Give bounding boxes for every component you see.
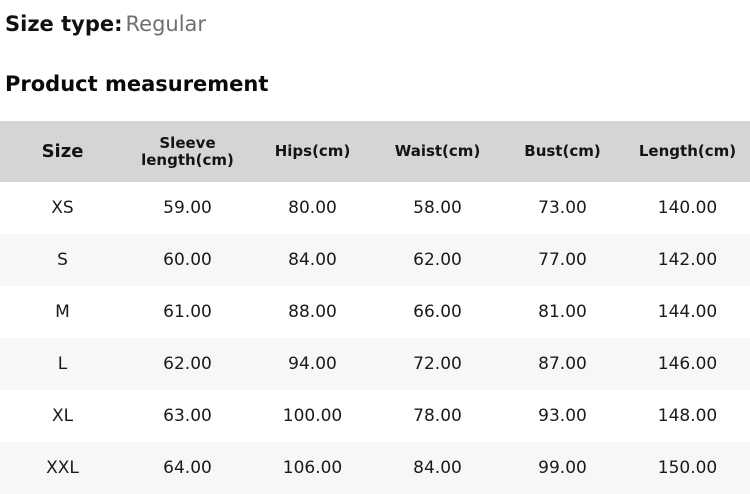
column-header-waist: Waist(cm) bbox=[394, 142, 481, 160]
cell-waist: 78.00 bbox=[413, 406, 462, 426]
table-row: M 61.00 88.00 66.00 81.00 144.00 bbox=[0, 286, 750, 338]
cell-bust: 77.00 bbox=[538, 250, 587, 270]
cell-sleeve-length: 60.00 bbox=[163, 250, 212, 270]
table-header-row: Size Sleeve length(cm) Hips(cm) Waist(cm… bbox=[0, 121, 750, 182]
cell-waist: 58.00 bbox=[413, 198, 462, 218]
table-row: XXL 64.00 106.00 84.00 99.00 150.00 bbox=[0, 442, 750, 494]
cell-length: 146.00 bbox=[657, 354, 718, 374]
cell-hips: 80.00 bbox=[288, 198, 337, 218]
cell-waist: 72.00 bbox=[413, 354, 462, 374]
column-header-hips: Hips(cm) bbox=[274, 142, 351, 160]
column-header-size: Size bbox=[41, 141, 84, 162]
column-header-sleeve-length: Sleeve length(cm) bbox=[141, 133, 234, 169]
cell-hips: 106.00 bbox=[282, 458, 343, 478]
cell-bust: 99.00 bbox=[538, 458, 587, 478]
cell-length: 140.00 bbox=[657, 198, 718, 218]
size-type-label: Size type: bbox=[5, 12, 123, 36]
cell-bust: 73.00 bbox=[538, 198, 587, 218]
cell-length: 142.00 bbox=[657, 250, 718, 270]
cell-hips: 100.00 bbox=[282, 406, 343, 426]
cell-length: 150.00 bbox=[657, 458, 718, 478]
size-type-value: Regular bbox=[125, 12, 207, 36]
cell-waist: 62.00 bbox=[413, 250, 462, 270]
column-header-length: Length(cm) bbox=[638, 142, 737, 160]
cell-sleeve-length: 61.00 bbox=[163, 302, 212, 322]
product-measurement-table-container: Size Sleeve length(cm) Hips(cm) Waist(cm… bbox=[0, 121, 750, 494]
size-type-line: Size type: Regular bbox=[5, 10, 206, 38]
cell-waist: 84.00 bbox=[413, 458, 462, 478]
cell-size: L bbox=[57, 354, 68, 374]
table-row: XL 63.00 100.00 78.00 93.00 148.00 bbox=[0, 390, 750, 442]
table-header: Size Sleeve length(cm) Hips(cm) Waist(cm… bbox=[0, 121, 750, 182]
cell-waist: 66.00 bbox=[413, 302, 462, 322]
table-row: L 62.00 94.00 72.00 87.00 146.00 bbox=[0, 338, 750, 390]
cell-length: 148.00 bbox=[657, 406, 718, 426]
cell-sleeve-length: 59.00 bbox=[163, 198, 212, 218]
cell-hips: 84.00 bbox=[288, 250, 337, 270]
cell-size: XS bbox=[51, 198, 74, 218]
cell-bust: 81.00 bbox=[538, 302, 587, 322]
cell-size: M bbox=[55, 302, 70, 322]
column-header-bust: Bust(cm) bbox=[524, 142, 601, 160]
table-row: S 60.00 84.00 62.00 77.00 142.00 bbox=[0, 234, 750, 286]
cell-sleeve-length: 62.00 bbox=[163, 354, 212, 374]
cell-bust: 87.00 bbox=[538, 354, 587, 374]
table-body: XS 59.00 80.00 58.00 73.00 140.00 S 60.0… bbox=[0, 182, 750, 494]
cell-size: XXL bbox=[46, 458, 79, 478]
product-measurement-heading: Product measurement bbox=[5, 72, 269, 96]
product-measurement-table: Size Sleeve length(cm) Hips(cm) Waist(cm… bbox=[0, 121, 750, 494]
cell-length: 144.00 bbox=[657, 302, 718, 322]
cell-bust: 93.00 bbox=[538, 406, 587, 426]
cell-sleeve-length: 64.00 bbox=[163, 458, 212, 478]
cell-hips: 94.00 bbox=[288, 354, 337, 374]
cell-sleeve-length: 63.00 bbox=[163, 406, 212, 426]
cell-hips: 88.00 bbox=[288, 302, 337, 322]
cell-size: XL bbox=[51, 406, 74, 426]
table-row: XS 59.00 80.00 58.00 73.00 140.00 bbox=[0, 182, 750, 234]
cell-size: S bbox=[57, 250, 68, 270]
